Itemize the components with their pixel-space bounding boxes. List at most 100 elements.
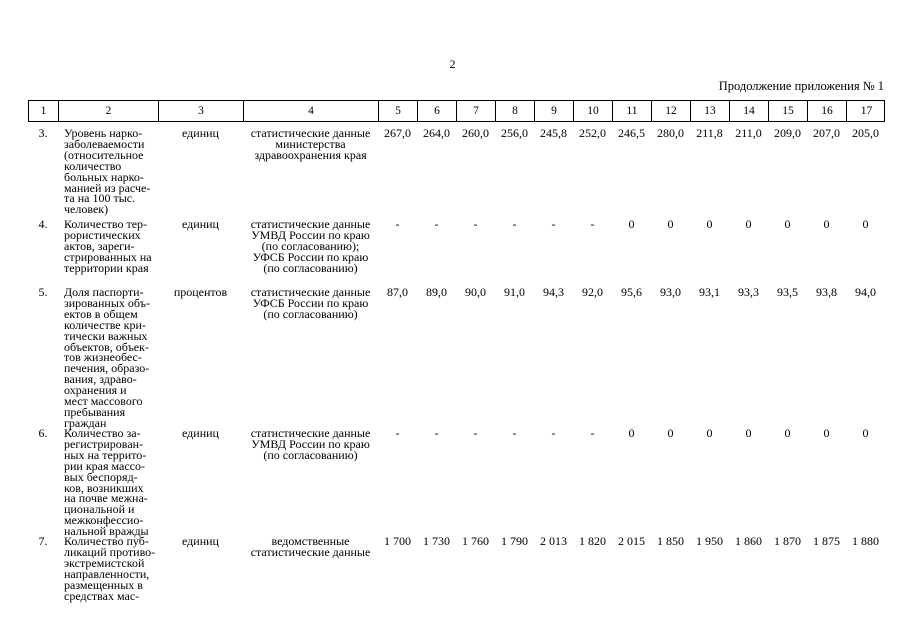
value-cell: 260,0 (462, 126, 489, 140)
appendix-title: Продолжение приложения № 1 (718, 79, 884, 93)
value-cell: 95,6 (621, 285, 642, 299)
column-number-cell: 13 (691, 101, 730, 121)
value-cell: 0 (706, 426, 713, 440)
column-number-cell: 1 (29, 101, 59, 121)
value-cell: 252,0 (579, 126, 606, 140)
data-source-cell: статистические данные УМВД России по кра… (250, 217, 371, 275)
value-cell: 90,0 (465, 285, 486, 299)
value-cell: 93,1 (699, 285, 720, 299)
value-cell: 1 790 (501, 534, 528, 548)
value-cell: 1 700 (384, 534, 411, 548)
value-cell: 87,0 (387, 285, 408, 299)
page-number: 2 (449, 57, 456, 71)
row-number-cell: 4. (38, 217, 48, 231)
value-cell: - (434, 217, 439, 231)
value-cell: - (590, 426, 595, 440)
value-cell: 93,5 (777, 285, 798, 299)
column-number-cell: 5 (379, 101, 418, 121)
value-cell: 1 870 (774, 534, 801, 548)
column-number-cell: 12 (652, 101, 691, 121)
data-source-cell: ведомственные статистические данные (250, 534, 371, 559)
value-cell: - (512, 217, 517, 231)
indicator-name-cell: Количество тер- рористических актов, зар… (64, 217, 152, 275)
value-cell: 92,0 (582, 285, 603, 299)
value-cell: 1 820 (579, 534, 606, 548)
column-number-cell: 9 (535, 101, 574, 121)
value-cell: 93,0 (660, 285, 681, 299)
value-cell: 0 (823, 426, 830, 440)
column-number-cell: 3 (159, 101, 244, 121)
value-cell: 1 875 (813, 534, 840, 548)
column-number-cell: 14 (730, 101, 769, 121)
value-cell: 246,5 (618, 126, 645, 140)
indicator-name-cell: Количество за- регистрирован- ных на тер… (64, 426, 149, 539)
value-cell: 0 (862, 217, 869, 231)
value-cell: 1 760 (462, 534, 489, 548)
indicator-name-cell: Доля паспорти- зированных объ- ектов в о… (64, 285, 150, 430)
value-cell: 1 860 (735, 534, 762, 548)
value-cell: - (395, 217, 400, 231)
value-cell: 94,0 (855, 285, 876, 299)
data-source-cell: статистические данные министерства здрав… (250, 126, 371, 162)
table-column-number-header: 1 2 3 4 5 6 7 8 9 10 11 12 13 14 15 16 17 (28, 100, 885, 122)
value-cell: 0 (745, 426, 752, 440)
value-cell: 0 (628, 426, 635, 440)
value-cell: 94,3 (543, 285, 564, 299)
value-cell: 0 (667, 426, 674, 440)
value-cell: 0 (667, 217, 674, 231)
row-number-cell: 3. (38, 126, 48, 140)
value-cell: 1 950 (696, 534, 723, 548)
value-cell: 256,0 (501, 126, 528, 140)
column-number-cell: 7 (457, 101, 496, 121)
value-cell: 1 850 (657, 534, 684, 548)
value-cell: 93,8 (816, 285, 837, 299)
value-cell: 0 (823, 217, 830, 231)
value-cell: 245,8 (540, 126, 567, 140)
value-cell: 267,0 (384, 126, 411, 140)
value-cell: 91,0 (504, 285, 525, 299)
value-cell: 280,0 (657, 126, 684, 140)
column-number-cell: 15 (769, 101, 808, 121)
value-cell: 0 (862, 426, 869, 440)
value-cell: 1 880 (852, 534, 879, 548)
data-source-cell: статистические данные УМВД России по кра… (250, 426, 371, 462)
unit-cell: единиц (182, 534, 219, 548)
value-cell: 0 (784, 426, 791, 440)
value-cell: - (473, 426, 478, 440)
value-cell: 0 (784, 217, 791, 231)
value-cell: 0 (628, 217, 635, 231)
data-source-cell: статистические данные УФСБ России по кра… (250, 285, 371, 321)
value-cell: 209,0 (774, 126, 801, 140)
column-number-cell: 10 (574, 101, 613, 121)
value-cell: - (551, 426, 556, 440)
row-number-cell: 7. (38, 534, 48, 548)
column-number-cell: 4 (244, 101, 379, 121)
indicator-name-cell: Количество пуб- ликаций противо- экстрем… (64, 534, 156, 603)
column-number-cell: 8 (496, 101, 535, 121)
value-cell: 89,0 (426, 285, 447, 299)
value-cell: - (512, 426, 517, 440)
row-number-cell: 6. (38, 426, 48, 440)
value-cell: 0 (745, 217, 752, 231)
column-number-cell: 6 (418, 101, 457, 121)
value-cell: - (551, 217, 556, 231)
value-cell: - (473, 217, 478, 231)
value-cell: 1 730 (423, 534, 450, 548)
value-cell: - (395, 426, 400, 440)
value-cell: 2 013 (540, 534, 567, 548)
unit-cell: единиц (182, 217, 219, 231)
column-number-cell: 2 (59, 101, 159, 121)
row-number-cell: 5. (38, 285, 48, 299)
value-cell: - (434, 426, 439, 440)
value-cell: 205,0 (852, 126, 879, 140)
value-cell: 207,0 (813, 126, 840, 140)
value-cell: 211,8 (696, 126, 723, 140)
value-cell: 264,0 (423, 126, 450, 140)
value-cell: 0 (706, 217, 713, 231)
column-number-cell: 17 (860, 105, 873, 117)
unit-cell: единиц (182, 426, 219, 440)
unit-cell: единиц (182, 126, 219, 140)
value-cell: 2 015 (618, 534, 645, 548)
indicator-name-cell: Уровень нарко- заболеваемости (относител… (64, 126, 151, 217)
